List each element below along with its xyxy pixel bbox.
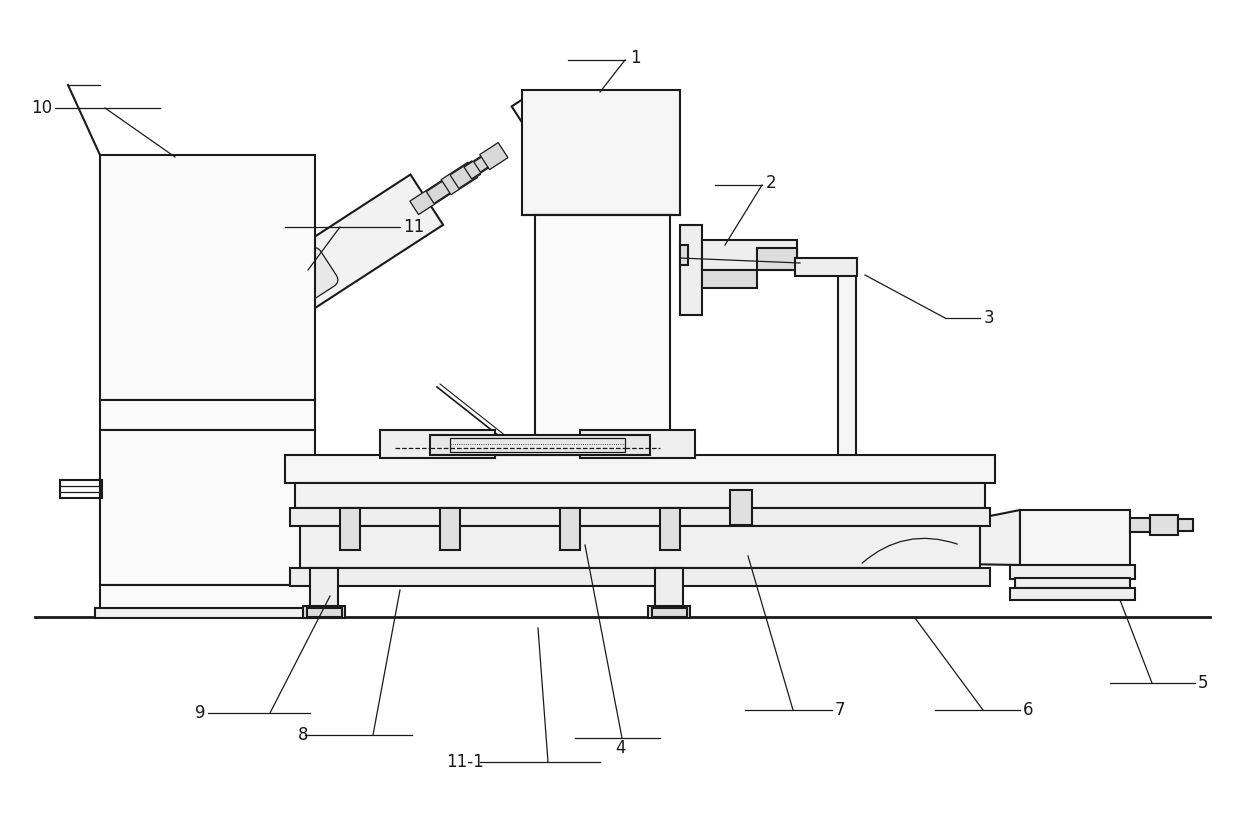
Bar (522, 90, 680, 215)
Bar (310, 568, 339, 610)
Polygon shape (960, 510, 1021, 565)
Bar (512, 94, 565, 160)
Text: 11: 11 (403, 218, 424, 236)
Bar (660, 508, 680, 550)
Bar (702, 240, 797, 270)
Text: 6: 6 (1023, 701, 1033, 719)
Bar (1149, 515, 1178, 535)
Bar (95, 608, 320, 618)
Bar (450, 160, 481, 188)
Bar (652, 608, 687, 617)
Bar (580, 430, 694, 458)
Bar (295, 483, 985, 508)
Bar (730, 490, 751, 525)
Bar (680, 245, 688, 265)
Text: 7: 7 (835, 701, 846, 719)
Bar (379, 430, 495, 458)
Text: 2: 2 (766, 174, 776, 192)
Bar (285, 455, 994, 483)
Bar (820, 530, 870, 550)
Bar (303, 606, 345, 618)
Bar (450, 438, 625, 452)
Bar (1011, 588, 1135, 600)
Bar (308, 608, 342, 617)
Text: 5: 5 (1198, 674, 1209, 692)
Bar (117, 175, 443, 416)
Bar (441, 162, 477, 195)
Text: 1: 1 (630, 49, 641, 67)
Bar (100, 155, 315, 400)
Text: 10: 10 (31, 99, 52, 117)
Bar (464, 153, 494, 179)
Bar (1178, 519, 1193, 531)
Bar (430, 435, 650, 455)
Bar (560, 508, 580, 550)
Bar (410, 177, 455, 214)
Bar (655, 568, 683, 610)
Bar (534, 215, 670, 480)
Text: 3: 3 (985, 309, 994, 327)
Bar (474, 149, 501, 172)
Bar (1016, 578, 1130, 588)
Bar (100, 400, 315, 430)
Bar (702, 270, 756, 288)
Bar (838, 265, 856, 565)
Text: 4: 4 (615, 739, 625, 757)
Bar (680, 225, 702, 315)
Bar (60, 480, 102, 498)
Bar (756, 248, 797, 270)
Ellipse shape (103, 360, 164, 420)
Text: 8: 8 (298, 726, 308, 744)
Text: 11-1: 11-1 (446, 753, 484, 771)
FancyBboxPatch shape (213, 248, 339, 348)
Bar (1021, 510, 1130, 565)
Bar (1011, 565, 1135, 579)
Bar (100, 585, 315, 613)
Bar (480, 143, 508, 170)
Bar (427, 174, 461, 203)
Bar (340, 508, 360, 550)
Bar (795, 258, 857, 276)
Bar (290, 508, 990, 526)
Bar (440, 508, 460, 550)
Bar (1130, 518, 1149, 532)
Bar (300, 526, 980, 568)
Bar (290, 568, 990, 586)
Bar (100, 430, 315, 585)
Text: 9: 9 (195, 704, 205, 722)
Bar (649, 606, 689, 618)
Bar (212, 270, 241, 297)
